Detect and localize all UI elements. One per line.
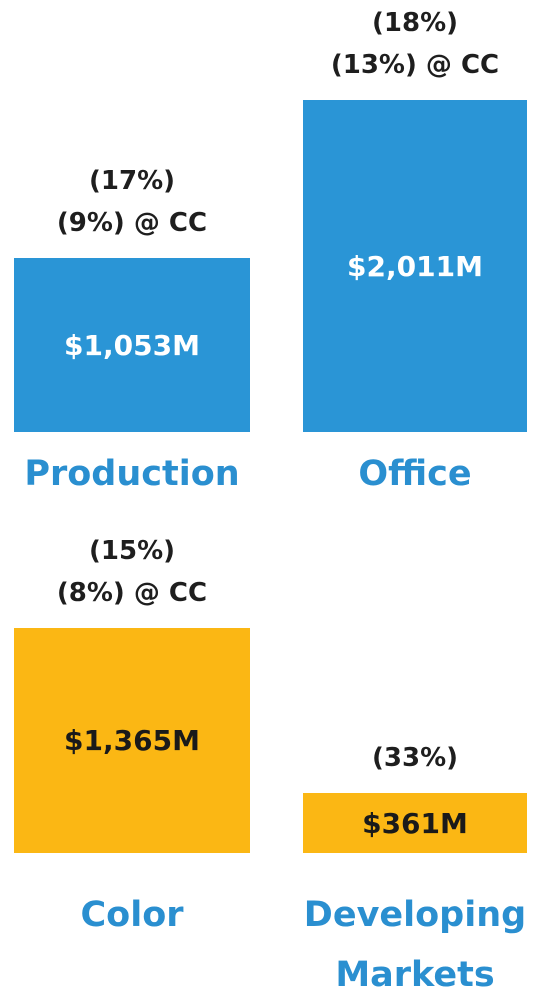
bar: $361M	[303, 793, 527, 853]
bar: $1,053M	[14, 258, 250, 432]
annotation-line: (33%)	[372, 743, 458, 774]
category-label: Office	[358, 454, 472, 494]
annotation-line: (8%) @ CC	[56, 577, 208, 608]
value-label: $1,053M	[64, 328, 200, 362]
bar: $1,365M	[14, 627, 250, 853]
annotation-line: (13%) @ CC	[330, 50, 500, 81]
annotation-line: (17%)	[89, 166, 175, 197]
category-label: Production	[24, 454, 240, 494]
category-label: Developing Markets	[303, 895, 527, 995]
bar: $2,011M	[303, 100, 527, 432]
annotation-line: (15%)	[89, 535, 175, 566]
value-label: $1,365M	[64, 723, 200, 757]
value-label: $361M	[362, 806, 468, 840]
annotation-line: (18%)	[372, 8, 458, 39]
annotation: (18%) (13%) @ CC	[283, 2, 537, 86]
annotation: (17%) (9%) @ CC	[0, 160, 270, 244]
category-label: Color	[80, 895, 184, 935]
annotation-line: (9%) @ CC	[56, 208, 208, 239]
value-label: $2,011M	[347, 249, 483, 283]
annotation: (33%)	[283, 737, 537, 779]
annotation: (15%) (8%) @ CC	[0, 530, 270, 614]
